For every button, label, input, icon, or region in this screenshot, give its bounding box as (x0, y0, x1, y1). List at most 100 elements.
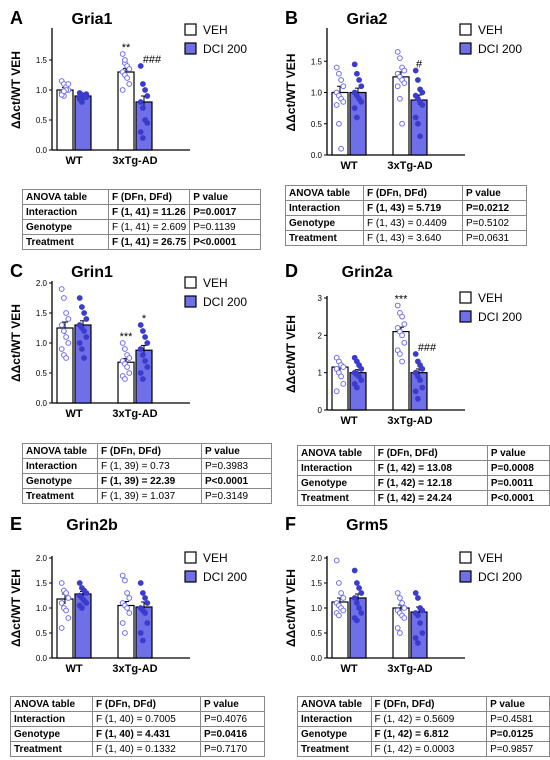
chart-svg: E Grin2b ΔΔct/WT VEH 0.0 0.5 1.0 1.5 2.0 WT 3xTg-… (9, 514, 247, 675)
panel-b: B Gria2 ΔΔct/WT VEH 0.0 0.5 1.0 1.5 WT 3xTg-AD # V… (275, 0, 550, 253)
data-point (397, 55, 403, 62)
panel-letter: A (10, 8, 23, 28)
table-cell: Genotype (285, 215, 364, 231)
data-point (336, 120, 342, 127)
data-point (144, 600, 151, 606)
table-header-row: ANOVA table F (DFn, DFd) P value (10, 696, 265, 712)
table-cell: Treatment (285, 230, 364, 246)
y-tick-label: 2.0 (311, 554, 323, 563)
data-point (63, 355, 69, 361)
data-point (144, 620, 151, 626)
legend-swatch-veh (459, 23, 472, 36)
y-tick-label: 1.0 (36, 86, 48, 95)
data-point (142, 610, 149, 616)
y-tick-label: 0.5 (311, 629, 323, 638)
y-tick-label: 1.5 (36, 56, 48, 65)
y-tick-label: 0.0 (311, 151, 323, 160)
data-point (415, 77, 421, 83)
data-point (340, 380, 347, 387)
table-cell: F (DFn, DFd) (363, 185, 463, 201)
legend-label-dci: DCI 200 (478, 570, 522, 584)
table-row: Genotype F (1, 39) = 22.39 P<0.0001 (22, 473, 272, 489)
data-point (119, 51, 126, 57)
data-point (140, 105, 146, 111)
legend-swatch-dci (184, 42, 197, 55)
data-point (65, 316, 72, 322)
table-row: Genotype F (1, 42) = 6.812 P=0.0125 (297, 726, 550, 742)
data-point (63, 607, 69, 614)
data-point (397, 595, 403, 601)
data-point (144, 120, 151, 126)
legend-swatch-veh (184, 551, 197, 564)
data-point (142, 358, 149, 364)
legend-label-dci: DCI 200 (203, 570, 247, 584)
data-point (58, 580, 65, 586)
table-cell: F (1, 42) = 12.18 (373, 475, 488, 491)
data-point (333, 102, 340, 108)
data-point (401, 80, 408, 87)
data-point (126, 355, 133, 361)
panel-letter: F (285, 514, 296, 534)
table-cell: P<0.0001 (189, 234, 262, 250)
table-cell: P=0.4076 (200, 711, 265, 727)
data-point (137, 129, 144, 135)
legend-swatch-veh (459, 551, 472, 564)
data-point (394, 83, 401, 90)
table-cell: F (DFn, DFd) (370, 696, 488, 712)
data-point (412, 635, 419, 641)
table-cell: P=0.0008 (486, 460, 550, 476)
panel-letter: E (10, 514, 22, 534)
y-tick-label: 3 (318, 294, 323, 303)
table-cell: Interaction (297, 460, 375, 476)
table-cell: Treatment (22, 234, 109, 250)
legend-label-veh: VEH (478, 23, 503, 37)
x-tick-label: WT (340, 160, 357, 172)
data-point (144, 93, 151, 99)
data-point (351, 595, 358, 601)
panel-a: A Gria1 ΔΔct/WT VEH 0.0 0.5 1.0 1.5 WT 3xTg-AD **… (0, 0, 275, 253)
data-point (399, 313, 405, 320)
bar (56, 89, 74, 151)
table-cell: ANOVA table (22, 189, 109, 205)
data-point (58, 625, 65, 631)
data-point (137, 370, 144, 376)
data-point (338, 590, 344, 596)
table-row: Interaction F (1, 40) = 0.7005 P=0.4076 (10, 711, 265, 727)
significance-label: ### (418, 342, 437, 354)
table-cell: Treatment (10, 741, 93, 757)
data-point (333, 557, 340, 564)
data-point (401, 339, 408, 346)
data-point (140, 81, 146, 87)
table-cell: P=0.1139 (189, 219, 262, 235)
data-point (58, 322, 65, 328)
table-cell: F (1, 42) = 24.24 (373, 490, 488, 506)
data-point (419, 102, 426, 108)
panel-letter: D (285, 261, 298, 281)
table-cell: P=0.0011 (486, 475, 550, 491)
data-point (399, 120, 405, 127)
legend-label-veh: VEH (478, 551, 503, 565)
table-row: Treatment F (1, 41) = 26.75 P<0.0001 (22, 234, 262, 250)
data-point (126, 66, 133, 72)
y-axis-label: ΔΔct/WT VEH (9, 51, 23, 129)
data-point (124, 590, 130, 596)
table-header-row: ANOVA table F (DFn, DFd) P value (297, 445, 550, 461)
table-cell: F (1, 43) = 5.719 (363, 200, 463, 216)
data-point (144, 340, 151, 346)
table-cell: P=0.3149 (201, 488, 272, 504)
legend-label-dci: DCI 200 (478, 42, 522, 56)
table-cell: Treatment (297, 490, 375, 506)
table-cell: F (1, 41) = 11.26 (107, 204, 191, 220)
table-row: Genotype F (1, 42) = 12.18 P=0.0011 (297, 475, 550, 491)
data-point (58, 600, 65, 606)
chart-title: Grm5 (346, 517, 388, 534)
data-point (412, 388, 419, 395)
data-point (336, 612, 342, 619)
data-point (419, 366, 426, 372)
table-cell: F (1, 39) = 1.037 (97, 488, 202, 504)
table-cell: Interaction (285, 200, 364, 216)
data-point (124, 605, 130, 611)
panel-e: E Grin2b ΔΔct/WT VEH 0.0 0.5 1.0 1.5 2.0 WT 3xTg-… (0, 506, 275, 759)
anova-table: ANOVA table F (DFn, DFd) P value Interactio… (297, 696, 550, 757)
data-point (126, 595, 133, 601)
